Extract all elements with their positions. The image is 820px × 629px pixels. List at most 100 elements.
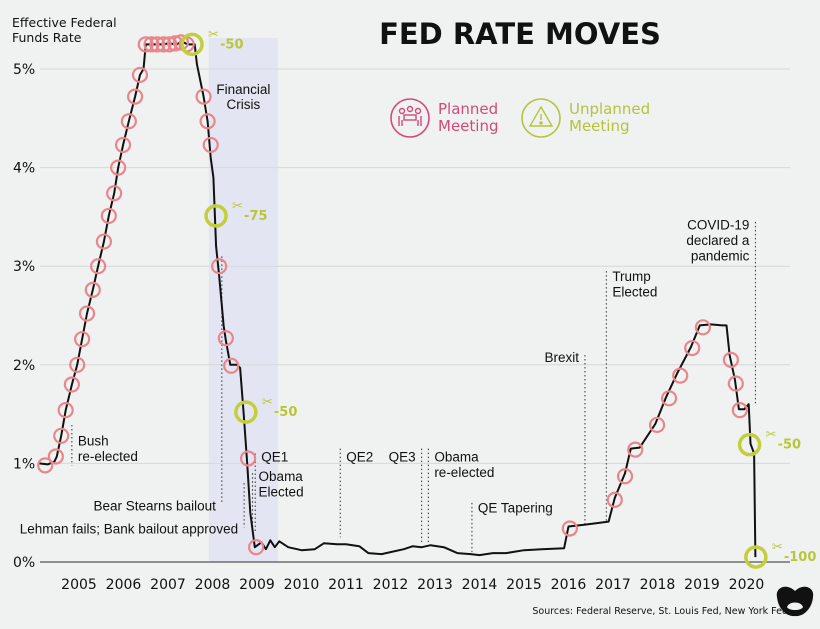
planned-meeting-marker: [63, 376, 80, 393]
planned-meeting-marker: [672, 367, 689, 384]
x-tick-label: 2018: [640, 577, 676, 593]
x-tick-label: 2015: [506, 577, 542, 593]
x-tick-label: 2013: [417, 577, 453, 593]
planned-meeting-marker: [211, 258, 228, 275]
planned-meeting-marker: [731, 402, 748, 419]
planned-meeting-marker: [240, 450, 257, 467]
annotation-label: re-elected: [434, 465, 494, 480]
annotation-label: Obama: [434, 449, 479, 464]
warning-triangle-icon: [528, 105, 554, 127]
planned-meeting-marker: [149, 36, 166, 53]
rate-cut-label: -50: [274, 405, 298, 420]
x-tick-label: 2017: [595, 577, 631, 593]
x-tick-label: 2008: [195, 577, 231, 593]
x-tick-label: 2006: [106, 577, 142, 593]
planned-meeting-marker: [660, 390, 678, 407]
planned-meeting-marker: [74, 331, 91, 348]
planned-meeting-marker: [684, 339, 701, 357]
x-tick-label: 2007: [150, 577, 186, 593]
y-tick-label: 1%: [13, 456, 35, 472]
financial-crisis-label: Crisis: [227, 97, 261, 112]
y-axis-label-line: Effective Federal: [12, 15, 117, 30]
scissors-icon: ✂: [766, 428, 777, 443]
planned-meeting-marker: [137, 36, 154, 53]
planned-meeting-marker: [648, 416, 666, 434]
planned-meeting-marker: [84, 281, 101, 298]
planned-meeting-marker: [100, 207, 117, 225]
planned-meeting-marker: [616, 468, 634, 485]
rate-cut-label: -75: [244, 209, 268, 224]
annotation-label: Obama: [259, 469, 304, 484]
rate-cut-label: -50: [778, 438, 802, 453]
chart-title: FED RATE MOVES: [379, 17, 661, 51]
scissors-icon: ✂: [262, 395, 273, 410]
scissors-icon: ✂: [232, 199, 243, 214]
annotation-label: Trump: [612, 269, 651, 284]
planned-meeting-marker: [202, 136, 219, 154]
x-tick-label: 2009: [239, 577, 275, 593]
planned-meeting-marker: [195, 88, 212, 105]
sources-text: Sources: Federal Reserve, St. Louis Fed,…: [532, 606, 788, 617]
annotation-label: Elected: [259, 485, 304, 500]
x-tick-label: 2010: [284, 577, 320, 593]
unplanned-meeting-marker: [204, 204, 228, 228]
unplanned-meeting-marker: [737, 432, 762, 457]
annotation-label: Bush: [78, 434, 109, 449]
y-tick-label: 4%: [13, 161, 35, 177]
planned-meeting-marker: [161, 36, 178, 53]
planned-meeting-marker: [90, 258, 107, 275]
annotation-label: re-elected: [78, 449, 138, 464]
unplanned-meeting-marker: [234, 400, 258, 424]
planned-meeting-marker: [57, 402, 74, 419]
x-tick-label: 2011: [328, 577, 364, 593]
annotation-label: COVID-19: [687, 218, 749, 233]
planned-meeting-marker: [143, 36, 160, 53]
planned-meeting-marker: [727, 375, 744, 392]
visual-capitalist-logo: [776, 586, 814, 617]
scissors-icon: ✂: [208, 27, 219, 42]
rate-cut-label: -100: [784, 550, 817, 565]
annotation-label: Lehman fails; Bank bailout approved: [20, 521, 238, 536]
x-tick-label: 2012: [373, 577, 409, 593]
y-tick-label: 5%: [13, 62, 35, 78]
y-axis-label: Effective Federal Funds Rate: [12, 15, 117, 45]
planned-meeting-marker: [110, 159, 127, 176]
planned-meeting-marker: [78, 305, 96, 322]
x-tick-label: 2005: [61, 577, 97, 593]
planned-meeting-marker: [627, 441, 644, 458]
y-tick-label: 2%: [13, 358, 35, 374]
annotation-label: QE2: [346, 449, 373, 464]
unplanned-meeting-marker: [180, 32, 204, 57]
people-at-table-circle: [390, 98, 430, 138]
x-tick-label: 2016: [551, 577, 587, 593]
planned-meeting-marker: [53, 427, 70, 444]
planned-meeting-marker: [120, 113, 137, 130]
planned-meeting-marker: [722, 351, 740, 368]
planned-meeting-marker: [155, 36, 172, 53]
y-tick-label: 3%: [13, 259, 35, 275]
legend-label: Meeting: [438, 117, 498, 135]
planned-meeting-marker: [199, 113, 216, 130]
x-tick-label: 2020: [729, 577, 765, 593]
planned-meeting-marker: [217, 330, 234, 347]
x-tick-label: 2019: [684, 577, 720, 593]
annotation-label: Elected: [612, 284, 657, 299]
planned-meeting-marker: [223, 357, 240, 374]
annotation-label: Brexit: [544, 350, 579, 365]
unplanned-meeting-marker: [744, 545, 768, 569]
planned-meeting-marker: [694, 319, 711, 336]
planned-meeting-marker: [126, 88, 144, 105]
planned-meeting-marker: [37, 457, 54, 474]
planned-meeting-marker: [106, 185, 123, 202]
planned-meeting-marker: [114, 136, 132, 154]
financial-crisis-label: Financial: [216, 82, 270, 97]
planned-meeting-marker: [47, 448, 64, 465]
annotation-label: QE Tapering: [478, 501, 553, 516]
rate-cut-label: -50: [220, 37, 244, 52]
annotation-label: Bear Stearns bailout: [94, 499, 217, 514]
legend-label: Planned: [438, 100, 498, 118]
planned-meeting-marker: [248, 539, 265, 556]
annotation-label: pandemic: [691, 249, 750, 264]
